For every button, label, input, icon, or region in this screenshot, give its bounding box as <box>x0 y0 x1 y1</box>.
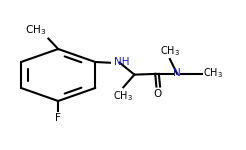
Text: CH$_3$: CH$_3$ <box>113 89 133 103</box>
Text: F: F <box>55 113 61 123</box>
Text: CH$_3$: CH$_3$ <box>203 66 223 80</box>
Text: O: O <box>154 90 162 99</box>
Text: CH$_3$: CH$_3$ <box>25 23 46 37</box>
Text: N: N <box>173 68 181 78</box>
Text: NH: NH <box>114 57 129 67</box>
Text: CH$_3$: CH$_3$ <box>160 44 180 58</box>
